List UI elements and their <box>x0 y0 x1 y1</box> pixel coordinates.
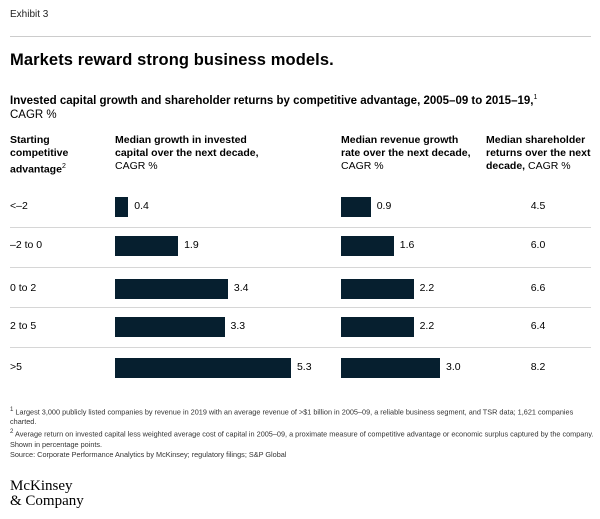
revenue-bar-label: 2.2 <box>419 320 435 332</box>
footnote-1: 1 Largest 3,000 publicly listed companie… <box>10 405 595 427</box>
returns-value: 6.6 <box>530 282 546 294</box>
revenue-bar <box>341 197 371 217</box>
footnote-source: Source: Corporate Performance Analytics … <box>10 449 287 459</box>
capital-bar-label: 5.3 <box>296 361 312 373</box>
mckinsey-logo: McKinsey & Company <box>10 479 84 509</box>
row-label: 2 to 5 <box>10 320 37 332</box>
footnote-2: 2 Average return on invested capital les… <box>10 427 595 449</box>
capital-bar <box>115 197 129 217</box>
capital-bar <box>115 279 228 299</box>
returns-value: 6.0 <box>530 239 546 251</box>
capital-bar-label: 0.4 <box>134 200 149 212</box>
row-header-text: Starting competitive advantage <box>10 134 69 176</box>
capital-bar-label: 3.3 <box>230 320 246 332</box>
returns-header-unit: CAGR % <box>528 160 571 172</box>
row-separator <box>10 227 591 228</box>
headline: Markets reward strong business models. <box>10 51 334 69</box>
top-divider <box>10 36 591 37</box>
logo-line-2: & Company <box>10 493 84 509</box>
row-header-footnote-ref: 2 <box>61 163 66 170</box>
footnote-1-text: Largest 3,000 publicly listed companies … <box>10 407 574 427</box>
row-label: 0 to 2 <box>10 282 37 294</box>
revenue-bar <box>341 358 440 378</box>
revenue-bar-label: 1.6 <box>399 239 415 251</box>
footnote-2-marker: 2 <box>10 428 14 436</box>
capital-header-unit: CAGR % <box>115 160 158 172</box>
revenue-bar-label: 3.0 <box>446 361 461 373</box>
capital-bar-label: 3.4 <box>233 282 249 294</box>
capital-bar <box>115 236 179 256</box>
subtitle-footnote-ref: 1 <box>533 94 538 101</box>
revenue-header-text: Median revenue growth rate over the next… <box>341 134 471 159</box>
revenue-bar-label: 2.2 <box>419 282 435 294</box>
revenue-bar-label: 0.9 <box>376 200 392 212</box>
capital-bar <box>115 317 225 337</box>
capital-bar <box>115 358 291 378</box>
returns-value: 6.4 <box>530 320 546 332</box>
revenue-header-unit: CAGR % <box>341 160 384 172</box>
footnote-1-marker: 1 <box>10 406 14 413</box>
row-label: >5 <box>10 361 22 373</box>
subtitle-main: Invested capital growth and shareholder … <box>10 94 534 107</box>
returns-value: 8.2 <box>530 361 546 373</box>
row-label: –2 to 0 <box>10 239 43 251</box>
returns-value: 4.5 <box>530 200 546 212</box>
logo-line-1: McKinsey <box>10 478 73 494</box>
revenue-bar <box>341 317 414 337</box>
capital-column-header: Median growth in invested capital over t… <box>115 134 265 173</box>
revenue-column-header: Median revenue growth rate over the next… <box>341 134 476 173</box>
row-separator <box>10 347 591 348</box>
returns-header-text: Median shareholder returns over the next… <box>486 134 591 172</box>
row-header: Starting competitive advantage2 <box>10 134 105 177</box>
subtitle-unit: CAGR % <box>10 108 57 121</box>
row-label: <–2 <box>10 200 28 212</box>
exhibit-label: Exhibit 3 <box>10 9 49 20</box>
capital-header-text: Median growth in invested capital over t… <box>115 134 259 159</box>
chart-subtitle: Invested capital growth and shareholder … <box>10 91 595 122</box>
revenue-bar <box>341 279 414 299</box>
capital-bar-label: 1.9 <box>184 239 199 251</box>
row-separator <box>10 307 591 308</box>
returns-column-header: Median shareholder returns over the next… <box>486 134 596 173</box>
footnote-2-text: Average return on invested capital less … <box>10 429 594 449</box>
footnotes: 1 Largest 3,000 publicly listed companie… <box>10 405 595 460</box>
chart-area: <–2 0.4 0.9 4.5 –2 to 0 1.9 1.6 6.0 0 to 2 3.4 2.2… <box>10 197 591 378</box>
revenue-bar <box>341 236 394 256</box>
row-separator <box>10 267 591 268</box>
